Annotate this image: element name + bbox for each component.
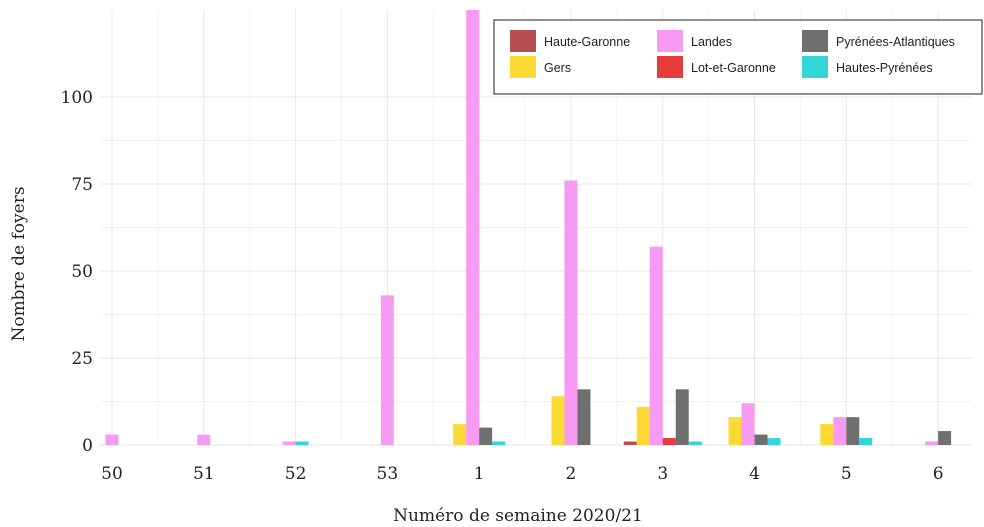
bar-Lot-et-Garonne-3	[662, 438, 676, 445]
bar-Pyrénées-Atlantiques-3	[675, 389, 689, 445]
bar-Landes-5	[833, 417, 847, 445]
legend-label: Hautes-Pyrénées	[836, 61, 933, 75]
bar-Gers-5	[820, 424, 834, 445]
bar-Landes-53	[380, 295, 394, 445]
bar-Pyrénées-Atlantiques-1	[479, 427, 493, 445]
bar-Haute-Garonne-3	[623, 441, 637, 445]
bar-Landes-1	[466, 10, 480, 445]
bar-Gers-2	[551, 396, 565, 445]
y-tick-label: 50	[71, 262, 93, 282]
bar-Landes-6	[925, 441, 939, 445]
legend-label: Pyrénées-Atlantiques	[836, 35, 955, 49]
legend-swatch	[510, 56, 536, 78]
x-tick-label: 6	[933, 464, 944, 484]
x-tick-label: 52	[285, 464, 307, 484]
bar-Pyrénées-Atlantiques-2	[577, 389, 591, 445]
bar-Hautes-Pyrénées-4	[767, 438, 781, 445]
bar-Landes-2	[564, 180, 578, 445]
legend-label: Haute-Garonne	[544, 35, 630, 49]
x-tick-label: 2	[566, 464, 577, 484]
x-tick-label: 4	[749, 464, 760, 484]
legend-swatch	[657, 30, 683, 52]
x-tick-label: 1	[474, 464, 485, 484]
x-axis-ticks: 50 51 52 53 1 2 3 4 5 6	[101, 464, 943, 484]
bar-Gers-1	[453, 424, 467, 445]
y-tick-label: 25	[71, 349, 93, 369]
bar-Pyrénées-Atlantiques-4	[754, 434, 768, 445]
legend-label: Gers	[544, 61, 571, 75]
bar-Hautes-Pyrénées-3	[688, 441, 702, 445]
y-axis-ticks: 0 25 50 75 100	[61, 88, 93, 456]
y-tick-label: 75	[71, 175, 93, 195]
bar-Landes-3	[649, 246, 663, 445]
legend-swatch	[802, 30, 828, 52]
bar-Landes-51	[197, 434, 211, 445]
x-tick-label: 51	[193, 464, 215, 484]
x-tick-label: 5	[841, 464, 852, 484]
bar-Pyrénées-Atlantiques-5	[846, 417, 860, 445]
legend-box	[493, 19, 983, 95]
bars	[105, 10, 952, 445]
legend-label: Lot-et-Garonne	[691, 61, 776, 75]
y-tick-label: 100	[61, 88, 93, 108]
bar-Hautes-Pyrénées-1	[492, 441, 506, 445]
legend-label: Landes	[691, 35, 732, 49]
x-tick-label: 3	[657, 464, 668, 484]
legend: Haute-Garonne Landes Pyrénées-Atlantiques G…	[493, 19, 983, 95]
y-tick-label: 0	[82, 436, 93, 456]
bar-Landes-52	[282, 441, 296, 445]
legend-swatch	[802, 56, 828, 78]
y-axis-title: Nombre de foyers	[9, 186, 29, 341]
legend-swatch	[510, 30, 536, 52]
bar-Gers-4	[728, 417, 742, 445]
bar-Hautes-Pyrénées-5	[859, 438, 873, 445]
bar-Gers-3	[636, 406, 650, 445]
x-tick-label: 53	[377, 464, 399, 484]
x-tick-label: 50	[101, 464, 123, 484]
legend-swatch	[657, 56, 683, 78]
bar-Pyrénées-Atlantiques-6	[938, 431, 952, 445]
bar-Hautes-Pyrénées-52	[295, 441, 309, 445]
bar-Landes-4	[741, 403, 755, 445]
x-axis-title: Numéro de semaine 2020/21	[393, 506, 643, 526]
bar-Landes-50	[105, 434, 119, 445]
